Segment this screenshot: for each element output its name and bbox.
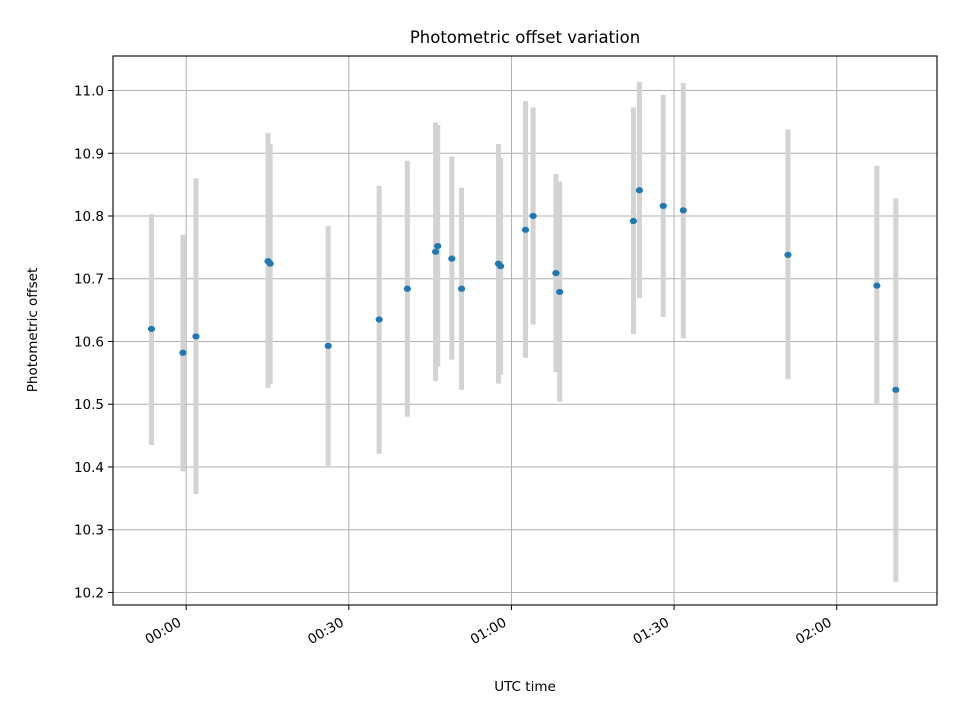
data-point [521, 226, 530, 233]
y-axis-label: Photometric offset [25, 268, 41, 392]
data-points [147, 187, 900, 393]
x-axis-label: UTC time [494, 679, 556, 695]
data-point [497, 263, 505, 270]
plot-area-frame [112, 55, 938, 606]
data-point [375, 316, 383, 323]
data-point [659, 202, 667, 210]
y-tick-label: 10.7 [74, 272, 104, 288]
y-tick-label: 10.2 [74, 585, 104, 601]
y-tick-label: 10.6 [74, 334, 104, 350]
data-point [892, 386, 900, 393]
y-tick-label: 10.5 [74, 397, 104, 413]
data-point [457, 285, 466, 292]
data-point [873, 282, 881, 289]
data-point [431, 248, 440, 255]
data-point [629, 217, 638, 225]
y-tick-label: 10.9 [74, 146, 104, 162]
data-point [552, 269, 560, 277]
data-point [192, 333, 200, 340]
y-tick-label: 10.4 [74, 460, 104, 476]
chart-title: Photometric offset variation [410, 28, 640, 47]
y-tick-label: 10.3 [74, 523, 104, 539]
data-point [635, 187, 643, 194]
y-tick-label: 10.8 [74, 209, 104, 225]
data-point [434, 243, 442, 250]
data-point [179, 349, 187, 356]
data-point [784, 251, 792, 258]
data-point [556, 288, 564, 296]
y-axis-ticks: 10.2 10.3 10.4 10.5 10.6 10.7 10.8 10.9 11.0 [74, 84, 113, 601]
data-point [448, 255, 456, 262]
y-tick-label: 11.0 [74, 84, 104, 100]
data-point [679, 207, 687, 214]
data-point [403, 285, 411, 292]
data-point [529, 212, 537, 220]
data-point [266, 260, 274, 267]
data-point [147, 325, 156, 333]
data-point [324, 342, 332, 349]
